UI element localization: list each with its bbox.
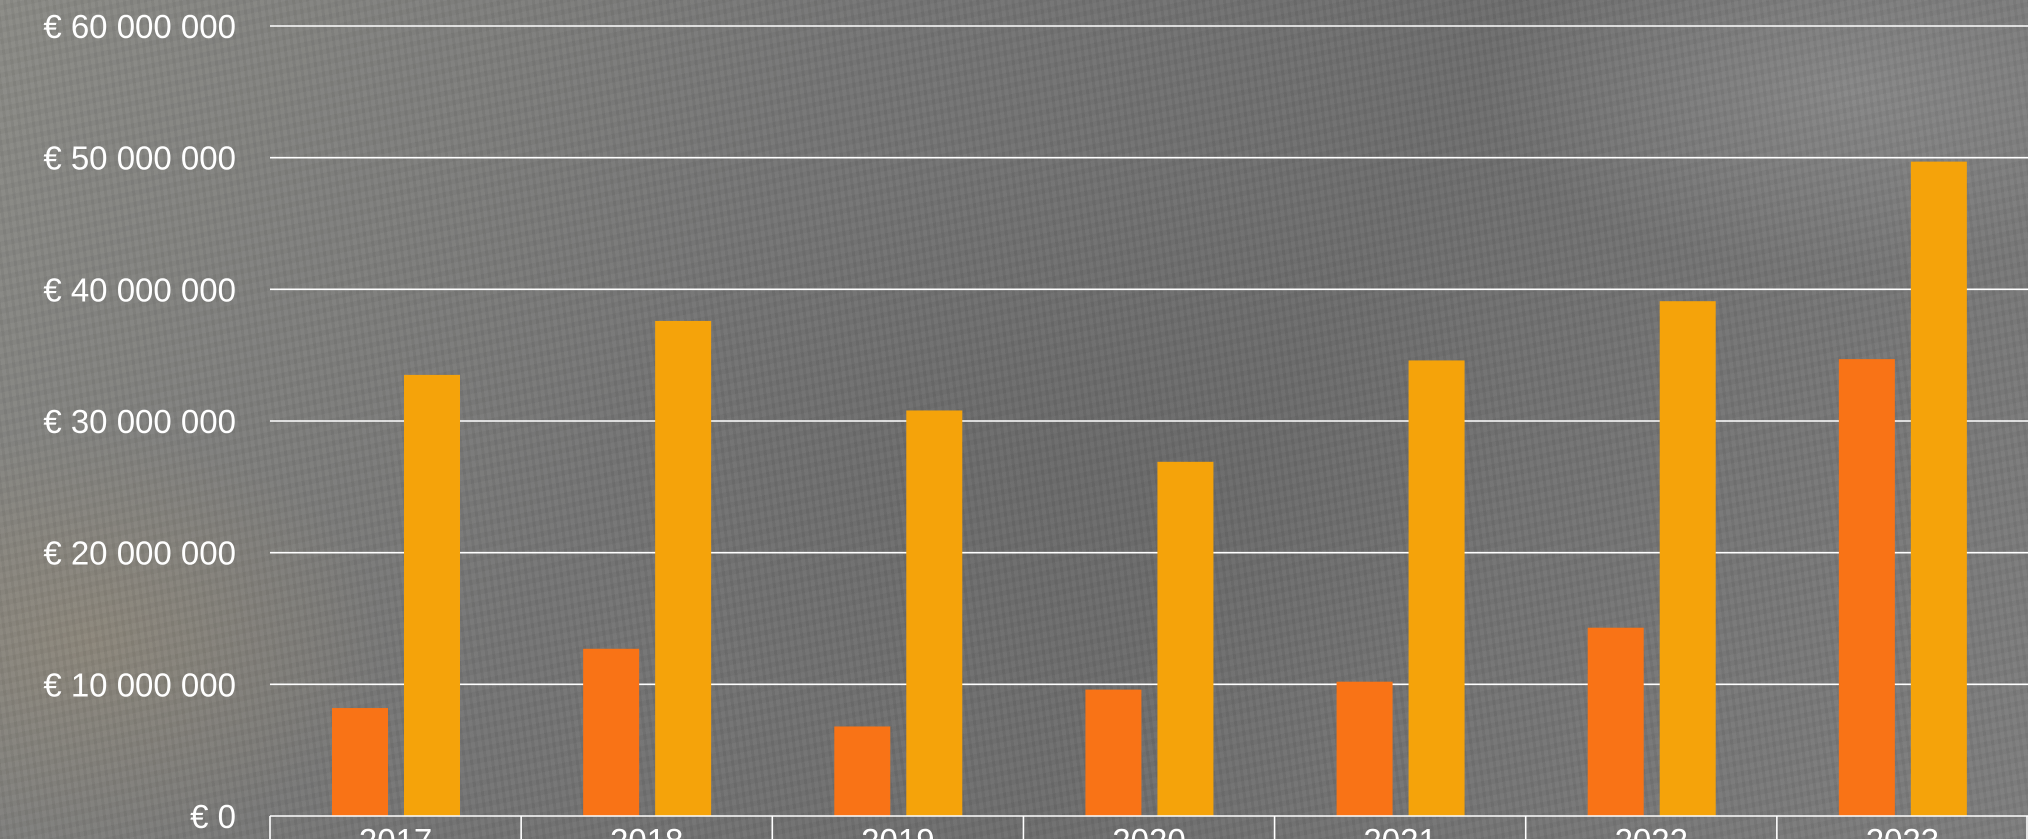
bar-series1-2023: [1838, 359, 1895, 816]
x-tick-label: 2019: [861, 822, 934, 839]
bar-series2-2023: [1910, 161, 1967, 816]
bar-series2-2020: [1157, 461, 1214, 816]
x-tick-label: 2022: [1615, 822, 1688, 839]
bar-series1-2018: [583, 648, 640, 816]
x-tick-label: 2018: [610, 822, 683, 839]
y-tick-label: € 20 000 000: [43, 535, 236, 572]
y-tick-label: € 10 000 000: [43, 666, 236, 703]
gridlines: [270, 25, 2028, 686]
bar-series1-2017: [332, 708, 388, 816]
bar-series2-2018: [655, 320, 712, 816]
y-axis: € 0 € 10 000 000 € 20 000 000 € 30 000 000 €…: [43, 8, 236, 835]
bar-series2-2021: [1408, 360, 1465, 816]
bar-series1-2019: [834, 726, 891, 816]
bar-series1-2020: [1085, 689, 1142, 816]
y-tick-label: € 0: [190, 798, 236, 835]
bar-series1-2022: [1587, 627, 1644, 816]
y-tick-label: € 30 000 000: [43, 403, 236, 440]
bars-group: [332, 161, 1967, 816]
bar-series2-2019: [906, 410, 963, 816]
x-tick-label: 2017: [359, 822, 432, 839]
x-tick-label: 2021: [1363, 822, 1436, 839]
y-tick-label: € 40 000 000: [43, 271, 236, 308]
x-tick-label: 2020: [1112, 822, 1185, 839]
bar-series1-2021: [1336, 681, 1393, 816]
y-tick-label: € 50 000 000: [43, 140, 236, 177]
bar-series2-2022: [1659, 301, 1716, 816]
x-tick-label: 2023: [1866, 822, 1939, 839]
bar-series2-2017: [404, 374, 460, 816]
x-axis: 2017 2018 2019 2020 2021 2022 2023: [269, 815, 2028, 839]
y-tick-label: € 60 000 000: [43, 8, 236, 45]
